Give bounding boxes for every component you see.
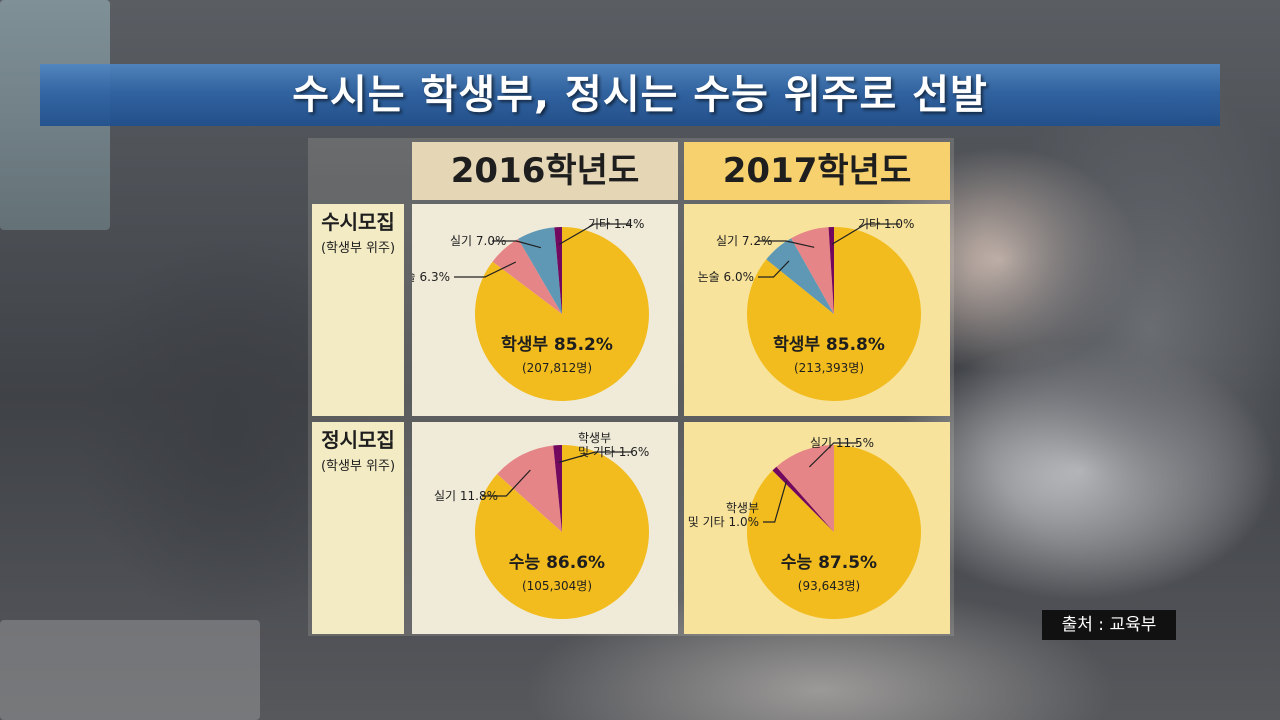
title-banner — [40, 64, 1220, 126]
column-header-2017: 2017학년도 — [684, 142, 950, 200]
pie-slice-2016-susi-0 — [474, 227, 649, 401]
row-header-susi: 수시모집 (학생부 위주) — [312, 204, 404, 416]
pie-slice-2016-susi-2 — [518, 227, 562, 314]
pie-chart-2016-susi: 학생부 85.2% (207,812명) 논술 6.3% 실기 7.0% 기타 1.4% — [412, 204, 678, 416]
pie-slice-label: 실기 11.8% — [434, 489, 498, 503]
leader-line — [758, 240, 815, 248]
pie-slice-2016-jeongsi-2 — [553, 445, 562, 532]
pie-chart-2017-susi: 학생부 85.8% (213,393명) 논술 6.0% 실기 7.2% 기타 1.0% — [684, 204, 950, 416]
leader-line — [482, 469, 531, 497]
pie-slice-2017-jeongsi-0 — [746, 445, 921, 619]
pie-slice-2017-susi-1 — [766, 238, 834, 314]
background-desk — [0, 620, 260, 720]
pie-slice-label: 기타 1.4% — [588, 217, 644, 231]
pie-slice-label: 및 기타 1.0% — [688, 515, 759, 529]
leader-line — [758, 260, 790, 278]
pie-main-label: 수능 87.5% — [781, 553, 877, 573]
pie-slice-label: 논술 6.3% — [412, 270, 450, 284]
pie-main-label: 학생부 85.2% — [501, 335, 613, 355]
leader-line — [492, 240, 542, 249]
row-sublabel: (학생부 위주) — [320, 459, 396, 474]
pie-slice-2017-jeongsi-2 — [776, 445, 834, 532]
pie-slice-2016-jeongsi-0 — [474, 445, 649, 619]
pie-slice-2017-susi-0 — [746, 227, 921, 401]
pie-slice-2017-susi-3 — [828, 227, 834, 314]
pie-count-label: (213,393명) — [794, 361, 864, 375]
leader-line — [558, 451, 632, 464]
pie-slice-label: 및 기타 1.6% — [578, 445, 649, 459]
row-header-jeongsi: 정시모집 (학생부 위주) — [312, 422, 404, 634]
pie-slice-label: 기타 1.0% — [858, 217, 914, 231]
row-label: 수시모집 — [321, 210, 395, 234]
leader-line — [831, 223, 900, 245]
pie-slice-label: 학생부 — [578, 431, 611, 445]
column-header-2016: 2016학년도 — [412, 142, 678, 200]
pie-count-label: (105,304명) — [522, 579, 592, 593]
pie-main-label: 학생부 85.8% — [773, 335, 885, 355]
leader-line — [763, 481, 787, 523]
pie-slice-2017-jeongsi-1 — [772, 466, 834, 532]
page-title: 수시는 학생부, 정시는 수능 위주로 선발 — [292, 72, 988, 118]
pie-slice-label: 논술 6.0% — [698, 270, 754, 284]
pie-slice-label: 실기 7.0% — [450, 234, 506, 248]
leader-line — [558, 223, 630, 246]
pie-slice-label: 실기 7.2% — [716, 234, 772, 248]
pie-slice-2016-susi-1 — [492, 238, 562, 314]
pie-slice-label: 학생부 — [726, 501, 759, 515]
pie-count-label: (207,812명) — [522, 361, 592, 375]
leader-line — [454, 261, 517, 278]
pie-chart-2017-jeongsi: 수능 87.5% (93,643명) 학생부 및 기타 1.0% 실기 11.5% — [684, 422, 950, 634]
pie-slice-2016-susi-3 — [554, 227, 562, 314]
row-sublabel: (학생부 위주) — [320, 241, 396, 256]
pie-slice-label: 실기 11.5% — [810, 436, 874, 450]
row-label: 정시모집 — [321, 428, 395, 452]
source-caption: 출처 : 교육부 — [1042, 610, 1176, 640]
pie-slice-2016-jeongsi-1 — [497, 445, 562, 532]
pie-main-label: 수능 86.6% — [509, 553, 605, 573]
pie-slice-2017-susi-2 — [791, 227, 834, 314]
pie-count-label: (93,643명) — [798, 579, 860, 593]
leader-line — [808, 442, 858, 468]
pie-chart-2016-jeongsi: 수능 86.6% (105,304명) 실기 11.8% 학생부 및 기타 1.6% — [412, 422, 678, 634]
